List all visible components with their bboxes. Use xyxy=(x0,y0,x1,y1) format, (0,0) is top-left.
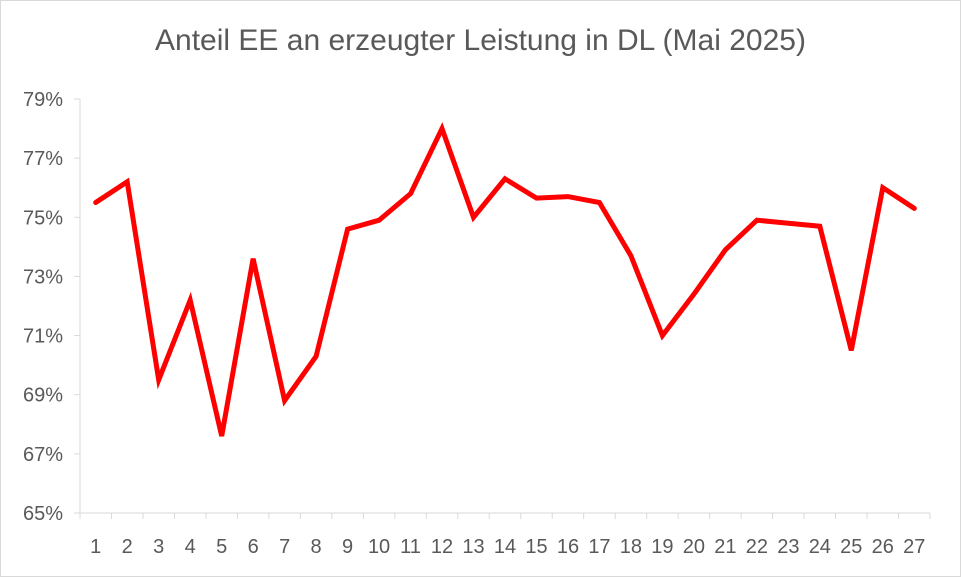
x-tick-label: 9 xyxy=(342,536,353,558)
x-tick-label: 17 xyxy=(588,536,610,558)
x-tick-label: 25 xyxy=(840,536,862,558)
y-tick-label: 73% xyxy=(23,266,63,288)
chart-title: Anteil EE an erzeugter Leistung in DL (M… xyxy=(155,24,806,57)
x-tick-label: 18 xyxy=(620,536,642,558)
x-tick-label: 10 xyxy=(368,536,390,558)
y-tick-label: 65% xyxy=(23,503,63,525)
x-tick-label: 22 xyxy=(746,536,768,558)
x-tick-label: 2 xyxy=(122,536,133,558)
x-tick-label: 1 xyxy=(90,536,101,558)
x-tick-label: 24 xyxy=(809,536,831,558)
x-tick-label: 5 xyxy=(216,536,227,558)
x-tick-label: 13 xyxy=(462,536,484,558)
y-tick-label: 71% xyxy=(23,326,63,348)
x-tick-label: 14 xyxy=(494,536,516,558)
x-tick-label: 6 xyxy=(248,536,259,558)
x-tick-label: 26 xyxy=(872,536,894,558)
series-line xyxy=(93,122,917,437)
x-tick-label: 20 xyxy=(683,536,705,558)
y-tick-label: 79% xyxy=(23,89,63,111)
x-tick-label: 4 xyxy=(185,536,196,558)
x-tick-label: 15 xyxy=(525,536,547,558)
x-tick-label: 12 xyxy=(431,536,453,558)
x-tick-label: 8 xyxy=(311,536,322,558)
x-tick-label: 11 xyxy=(400,536,421,558)
x-tick-label: 3 xyxy=(153,536,164,558)
y-tick-label: 75% xyxy=(23,207,63,229)
x-tick-label: 27 xyxy=(903,536,925,558)
x-tick-label: 21 xyxy=(714,536,736,558)
x-tick-label: 23 xyxy=(777,536,799,558)
x-tick-label: 19 xyxy=(651,536,673,558)
x-tick-label: 16 xyxy=(557,536,579,558)
y-tick-label: 67% xyxy=(23,444,63,466)
x-tick-label: 7 xyxy=(279,536,290,558)
y-tick-label: 69% xyxy=(23,385,63,407)
y-tick-label: 77% xyxy=(23,148,63,170)
